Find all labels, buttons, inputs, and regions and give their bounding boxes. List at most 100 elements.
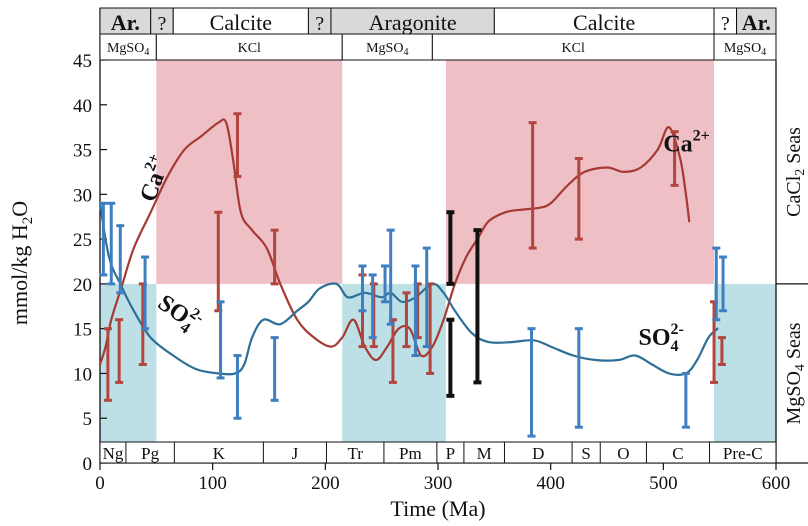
background-regions [100,60,776,463]
so4-error-bar [712,246,721,322]
y-axis-label-tail: O [7,201,32,217]
mineralogy-label: Ar. [742,10,771,35]
period-label: Pg [141,444,159,463]
header-rows: Ar.? Calcite? Aragonite Calcite? Ar. MgSO4 KCl… [99,7,777,61]
period-label: S [581,444,590,463]
mineralogy-label: Calcite [210,10,272,35]
ca-annotation: Ca2+ [663,127,709,157]
evaporite-label: KCl [238,41,261,56]
x-tick-label: 400 [536,473,565,494]
y-tick-label: 15 [73,320,92,341]
x-tick-label: 200 [311,473,340,494]
x-axis-label: Time (Ma) [390,496,485,521]
y-tick-label: 40 [73,96,92,117]
period-label: C [672,444,683,463]
annotation-superscript: 2+ [142,151,164,173]
period-label: Ng [103,444,124,463]
so4-error-bar [411,264,420,358]
so4-error-bar [527,327,536,438]
so4-error-bar [574,327,583,429]
mineralogy-label: ? [158,13,167,35]
ca-error-bar [574,157,583,241]
y-tick-label: 25 [73,230,92,251]
y-tick-label: 0 [83,454,93,475]
evaporite-cell [99,33,157,61]
evaporite-subscript: 4 [761,47,766,58]
period-label: Pre-C [723,444,763,463]
so4-annotation: SO42- [151,287,208,341]
x-tick-label: 600 [762,473,791,494]
period-label: P [446,444,455,463]
ca-error-bar [717,336,726,366]
evaporite-label: MgSO4 [366,41,408,58]
boundary-error-bar [446,210,455,286]
mineralogy-cell [330,7,495,35]
mineralogy-cell [493,7,715,35]
so4-error-bar [358,264,367,313]
y-tick-label: 45 [73,51,92,72]
so4-annotation: SO42- [639,321,684,355]
ca-error-bar [402,291,411,349]
region-mgso4 [100,283,157,463]
period-label: M [477,444,492,463]
evaporite-cell [341,33,433,61]
mineralogy-cell [736,7,777,35]
so4-error-bar [107,201,116,286]
period-label: J [292,444,299,463]
y-axis-label: mmol/kg H2O [7,201,36,325]
y-axis-label-subscript: 2 [20,217,36,225]
evaporite-label: MgSO4 [724,41,766,58]
sea-label-suffix: Seas [783,127,805,169]
y-tick-label: 10 [73,364,92,385]
region-mgso4 [714,283,776,463]
mineralogy-label: Aragonite [369,10,457,35]
ca-error-bar [670,130,679,187]
evaporite-cell [713,33,777,61]
sea-label: CaCl2 Seas [783,127,808,217]
evaporite-subscript: 4 [144,47,149,58]
annotation-superscript: 2- [671,321,684,338]
ca-error-bar [103,327,112,402]
y-tick-label: 20 [73,275,92,296]
period-label: Tr [347,444,363,463]
boundary-error-bar [473,228,482,385]
period-row: Ng Pg K J Tr Pm P M D S O C Pre-C [99,441,777,464]
period-label: K [213,444,226,463]
sea-label: MgSO4 Seas [783,322,808,424]
period-label: D [532,444,544,463]
annotation-subscript: 4 [671,338,679,355]
so4-error-bar [681,371,690,429]
so4-error-bar [216,300,225,380]
evaporite-label: KCl [562,41,585,56]
y-tick-label: 35 [73,141,92,162]
ca-series-line [98,118,691,366]
region-cacl2 [156,60,343,284]
ca-error-bar [233,112,242,178]
so4-error-bar [386,228,395,326]
mineralogy-label: Ar. [111,10,140,35]
evaporite-subscript: 4 [403,47,408,58]
x-tick-label: 0 [95,473,105,494]
mineralogy-label: Calcite [573,10,635,35]
so4-error-bar [719,255,728,313]
x-tick-label: 100 [198,473,227,494]
x-tick-label: 500 [649,473,678,494]
evaporite-cell [431,33,715,61]
mineralogy-label: ? [315,13,324,35]
ca-error-bar [270,228,279,286]
error-bars [99,112,728,438]
x-tick-label: 300 [424,473,453,494]
evaporite-label: MgSO4 [107,41,149,58]
axes: 0 5 10 15 20 25 30 35 40 45 0 100 200 300 400 500 600 [73,51,790,494]
so4-error-bar [368,273,377,340]
so4-error-bar [381,264,390,304]
so4-error-bar [141,255,150,331]
annotation-superscript: 2+ [693,127,710,144]
ca-error-bar [528,121,537,250]
mineralogy-label: ? [721,13,730,35]
period-row-box [99,441,777,464]
period-label: Pm [399,444,422,463]
so4-error-bar [270,336,279,402]
so4-error-bar [99,201,108,277]
